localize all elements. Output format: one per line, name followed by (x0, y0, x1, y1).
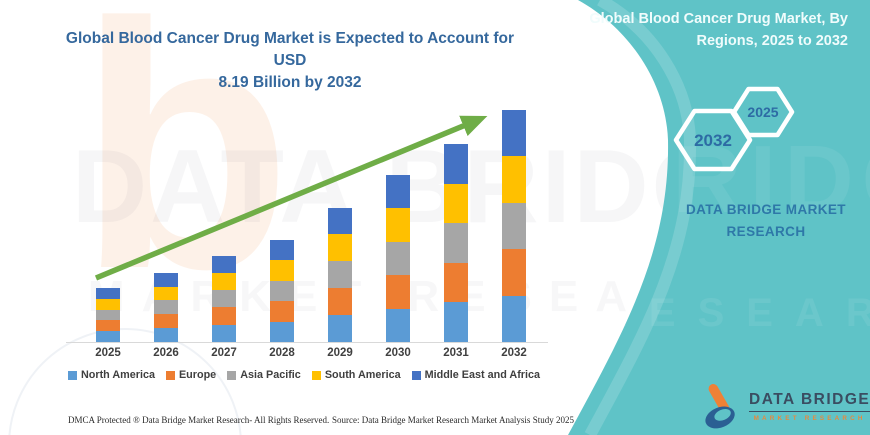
side-panel-heading-line2: Regions, 2025 to 2032 (696, 32, 848, 49)
bar-segment (270, 280, 294, 302)
legend-item: Middle East and Africa (411, 369, 541, 381)
legend-item: North America (67, 369, 155, 381)
x-axis-line (66, 342, 548, 343)
bar-segment (154, 300, 178, 315)
hexagon-badge-2025: 2025 (731, 86, 795, 138)
bar-segment (96, 298, 120, 310)
logo-subtitle: MARKET RESEARCH (753, 414, 866, 422)
bar-segment (212, 307, 236, 325)
bar-segment (96, 288, 120, 299)
legend-item: South America (311, 369, 401, 381)
hexagon-badge-2032: 2032 (673, 108, 753, 172)
bar-segment (502, 156, 526, 203)
bar-segment (502, 249, 526, 296)
footer-dmca-text: DMCA Protected ® Data Bridge Market Rese… (68, 415, 330, 425)
bar-segment (212, 290, 236, 308)
hexagon-2032-label: 2032 (694, 131, 732, 150)
legend-swatch (227, 370, 237, 380)
legend-item: Europe (165, 369, 217, 381)
bar-segment (96, 309, 120, 321)
x-axis-label: 2031 (443, 347, 469, 359)
page-title: Global Blood Cancer Drug Market is Expec… (55, 28, 525, 94)
bar-segment (328, 315, 352, 342)
bar-segment (270, 301, 294, 322)
x-axis-label: 2029 (327, 347, 353, 359)
bar-segment (444, 302, 468, 342)
side-panel-heading: Global Blood Cancer Drug Market, By Regio… (548, 9, 848, 53)
bar-segment (270, 321, 294, 342)
bar-segment (386, 308, 410, 342)
x-axis-label: 2027 (211, 347, 237, 359)
bar-segment (502, 109, 526, 157)
brand-text-line1: DATA BRIDGE MARKET (686, 202, 846, 217)
page-title-line2: 8.19 Billion by 2032 (218, 74, 362, 91)
bar-segment (502, 295, 526, 342)
side-panel-heading-line1: Global Blood Cancer Drug Market, By (589, 11, 848, 27)
brand-text: DATA BRIDGE MARKET RESEARCH (664, 199, 868, 242)
bar-segment (154, 328, 178, 342)
x-axis-label: 2032 (501, 347, 527, 359)
bar-segment (96, 320, 120, 332)
bar-segment (154, 314, 178, 329)
side-panel-background (568, 0, 870, 435)
brand-text-line2: RESEARCH (726, 223, 806, 239)
x-axis-label: 2025 (95, 347, 121, 359)
bar-segment (96, 331, 120, 342)
legend-swatch (311, 370, 321, 380)
x-axis-label: 2026 (153, 347, 179, 359)
x-axis-label: 2030 (385, 347, 411, 359)
legend-swatch (165, 370, 175, 380)
legend-label: North America (80, 369, 155, 381)
legend-label: Europe (178, 369, 217, 381)
legend-swatch (67, 370, 77, 380)
legend-label: Asia Pacific (240, 369, 301, 381)
logo-name: DATA BRIDGE (749, 391, 870, 412)
footer-source-text: Source: Data Bridge Market Research Mark… (332, 415, 574, 425)
bar-segment (386, 275, 410, 309)
databridge-logo-icon (705, 384, 735, 429)
bar-segment (154, 286, 178, 301)
x-axis-label: 2028 (269, 347, 295, 359)
legend-label: South America (324, 369, 401, 381)
legend-label: Middle East and Africa (424, 369, 541, 381)
watermark-teal-research: RESEARCH (598, 291, 870, 335)
legend-item: Asia Pacific (227, 369, 301, 381)
databridge-logo: DATA BRIDGE MARKET RESEARCH (700, 381, 870, 431)
bar-segment (328, 288, 352, 316)
hexagon-2025-label: 2025 (747, 104, 778, 120)
bar-segment (212, 324, 236, 342)
bar-segment (502, 202, 526, 250)
page-title-line1: Global Blood Cancer Drug Market is Expec… (65, 30, 515, 69)
legend-swatch (411, 370, 421, 380)
chart-legend: North America Europe Asia Pacific South Ame… (58, 369, 550, 381)
logo-text-block: DATA BRIDGE MARKET RESEARCH (749, 391, 870, 422)
